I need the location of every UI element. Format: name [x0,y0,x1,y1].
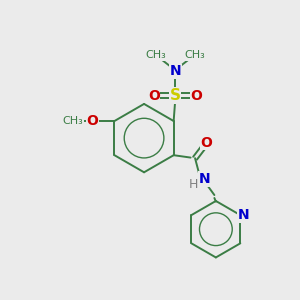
Text: O: O [200,136,212,150]
Text: O: O [148,89,160,103]
Text: N: N [169,64,181,78]
Text: H: H [188,178,198,190]
Text: S: S [169,88,181,103]
Text: CH₃: CH₃ [62,116,83,126]
Text: O: O [86,114,98,128]
Text: O: O [190,89,202,103]
Text: N: N [199,172,211,186]
Text: CH₃: CH₃ [184,50,205,60]
Text: CH₃: CH₃ [146,50,166,60]
Text: N: N [238,208,250,222]
